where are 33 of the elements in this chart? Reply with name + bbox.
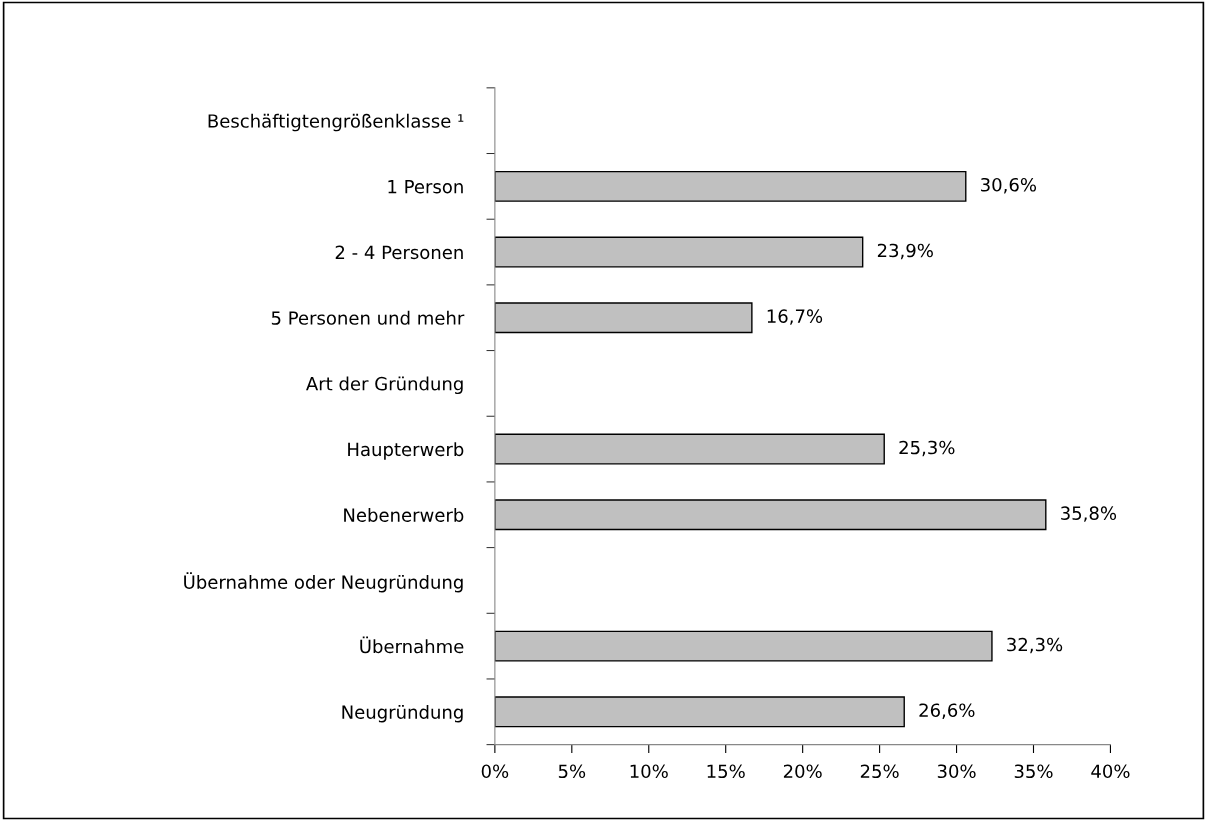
bar	[494, 499, 1047, 531]
data-label: 26,6%	[919, 703, 975, 719]
y-tick-label: Beschäftigtengrößenklasse ¹	[208, 113, 464, 132]
x-tick-label: 30%	[937, 764, 976, 779]
bar	[494, 236, 864, 268]
y-tick-label: 2 - 4 Personen	[335, 245, 463, 260]
x-tick-label: 40%	[1091, 764, 1130, 779]
bar	[494, 170, 967, 202]
bar	[494, 302, 753, 334]
data-label: 32,3%	[1007, 637, 1063, 654]
data-label: 30,6%	[981, 177, 1037, 194]
y-tick-label: Haupterwerb	[348, 442, 464, 460]
y-tick-label: Übernahme oder Neugründung	[184, 572, 463, 593]
y-tick-label: Nebenerwerb	[344, 507, 464, 522]
data-label: 25,3%	[899, 440, 955, 457]
data-label: 16,7%	[767, 309, 823, 325]
y-tick-label: Übernahme	[360, 636, 464, 654]
bar	[494, 433, 885, 465]
bar	[494, 696, 905, 728]
y-tick-label: 1 Person	[388, 180, 463, 194]
x-tick-label: 10%	[630, 764, 668, 779]
data-label: 23,9%	[877, 243, 933, 260]
x-tick-label: 35%	[1014, 764, 1053, 779]
y-tick-label: 5 Personen und mehr	[271, 310, 465, 325]
x-tick-label: 15%	[707, 764, 745, 779]
y-tick-label: Neugründung	[342, 704, 463, 723]
x-tick-label: 20%	[783, 764, 822, 779]
data-label: 35,8%	[1061, 506, 1117, 522]
bar	[494, 630, 993, 662]
x-tick-label: 5%	[558, 764, 586, 779]
y-tick-label: Art der Gründung	[306, 376, 463, 395]
x-tick-label: 25%	[860, 764, 899, 779]
x-tick-label: 0%	[481, 764, 509, 779]
